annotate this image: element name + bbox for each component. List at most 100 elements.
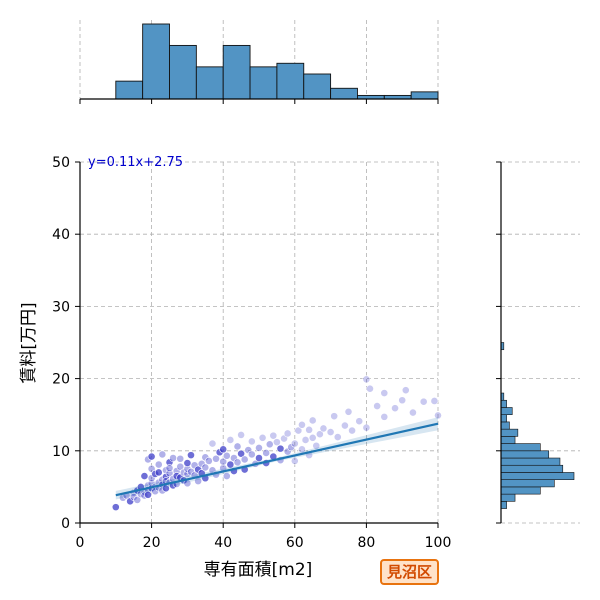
top-histogram	[115, 23, 439, 100]
scatter-point	[204, 457, 213, 465]
scatter-point	[362, 423, 371, 432]
top-hist-bar	[115, 80, 144, 100]
right-hist-bar	[500, 436, 516, 444]
main-grid	[79, 161, 439, 524]
scatter-point	[373, 402, 382, 410]
scatter-point	[434, 411, 442, 420]
scatter-point	[247, 437, 256, 446]
regression-line	[115, 422, 439, 497]
scatter-point	[133, 495, 142, 504]
right-hist-grid	[501, 161, 580, 524]
scatter-point	[222, 451, 231, 460]
scatter-point	[212, 454, 220, 463]
scatter-point	[265, 440, 274, 449]
x-tick-label: 80	[357, 535, 375, 551]
top-hist-bar	[222, 44, 251, 100]
scatter-point	[366, 384, 374, 393]
scatter-point	[294, 426, 303, 435]
scatter-point	[258, 433, 267, 442]
scatter-point	[222, 472, 231, 480]
scatter-point	[333, 433, 342, 441]
top-hist-bar	[303, 73, 332, 100]
scatter-point	[183, 459, 192, 467]
y-tick-label: 20	[52, 372, 70, 388]
right-hist-bar	[500, 486, 541, 495]
scatter-point	[176, 454, 185, 463]
scatter-point	[355, 417, 364, 426]
scatter-point	[269, 431, 278, 440]
top-hist-bar	[276, 62, 305, 100]
scatter-point	[401, 386, 410, 395]
scatter-point	[391, 404, 399, 413]
x-axis-title: 専有面積[m2]	[204, 560, 313, 580]
scatter-point	[298, 420, 306, 429]
scatter-point	[380, 412, 389, 421]
scatter-point	[233, 442, 242, 451]
scatter-point	[308, 416, 317, 425]
scatter-point	[144, 490, 152, 499]
right-hist-bar	[500, 493, 516, 502]
scatter-point	[283, 429, 292, 438]
scatter-point	[247, 450, 256, 459]
x-tick-label: 20	[143, 535, 161, 551]
scatter-point	[344, 407, 353, 416]
scatter-point	[326, 428, 335, 436]
scatter-point	[201, 463, 210, 472]
y-tick-label: 40	[52, 227, 70, 243]
scatter-point	[348, 426, 356, 435]
scatter-point	[341, 421, 349, 430]
regression-equation: y=0.11x+2.75	[88, 155, 183, 170]
scatter-point	[290, 439, 299, 448]
scatter-point	[312, 441, 321, 450]
right-hist-bar	[500, 464, 564, 473]
scatter-point	[330, 412, 339, 421]
scatter-point	[398, 396, 407, 405]
scatter-point	[176, 462, 185, 471]
scatter-point	[255, 454, 263, 462]
scatter-point	[272, 438, 281, 447]
scatter-point	[315, 430, 324, 439]
y-tick-label: 0	[61, 516, 70, 532]
scatter-point	[290, 457, 299, 465]
top-hist-bar	[142, 23, 170, 100]
right-hist-bar	[500, 407, 513, 416]
right-hist-bar	[500, 479, 555, 488]
scatter-point	[380, 389, 389, 397]
scatter-point	[240, 455, 249, 464]
scatter-point	[419, 397, 428, 406]
scatter-point	[237, 431, 245, 439]
scatter-point	[226, 460, 235, 469]
scatter-point	[154, 460, 163, 469]
top-hist-bar	[330, 87, 358, 100]
right-histogram	[500, 342, 575, 509]
scatter-point	[219, 445, 228, 454]
y-axis-title: 賃料[万円]	[19, 302, 39, 383]
right-hist-bar	[500, 450, 550, 459]
scatter-point	[226, 436, 235, 444]
x-tick-label: 100	[425, 535, 452, 551]
scatter-point	[165, 464, 174, 473]
x-tick-label: 40	[214, 535, 232, 551]
regression-line-group	[115, 417, 439, 500]
right-hist-bar	[500, 428, 519, 437]
right-hist-bar	[500, 421, 510, 430]
scatter-point	[255, 444, 263, 452]
scatter-point	[276, 444, 285, 453]
scatter-point	[219, 457, 228, 466]
right-hist-bar	[500, 472, 575, 480]
top-hist-bar	[169, 44, 197, 100]
right-hist-bar	[500, 457, 561, 466]
scatter-point	[158, 450, 167, 459]
y-tick-label: 10	[52, 444, 70, 460]
scatter-point	[262, 449, 271, 457]
right-hist-bar	[500, 399, 507, 408]
scatter-point	[301, 436, 310, 444]
scatter-point	[409, 408, 417, 417]
scatter-point	[237, 449, 245, 458]
y-tick-label: 50	[52, 155, 70, 171]
scatter-point	[362, 375, 371, 384]
right-hist-bar	[500, 414, 507, 423]
right-hist-bar	[500, 443, 541, 452]
